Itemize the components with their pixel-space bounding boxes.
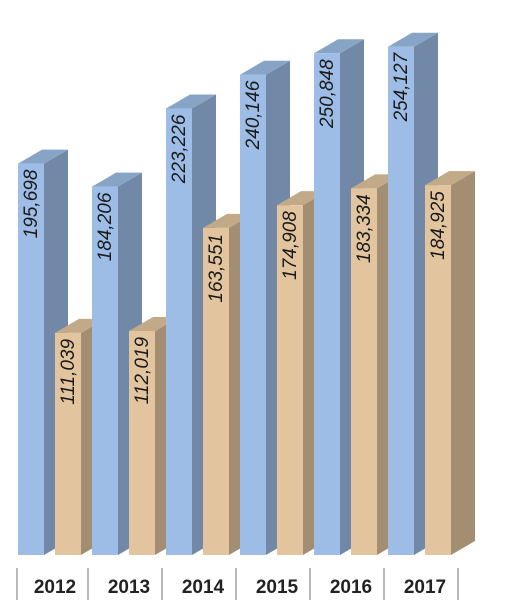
bar-series1-2015-top bbox=[240, 60, 290, 75]
x-tick-label-2017: 2017 bbox=[404, 577, 446, 598]
bar-series2-2013-front bbox=[129, 330, 155, 555]
x-tick-label-2013: 2013 bbox=[108, 577, 150, 598]
data-label-series2-2014: 163,551 bbox=[206, 234, 227, 303]
data-label-series1-2012: 195,698 bbox=[21, 169, 42, 238]
bar-series2-2017 bbox=[425, 171, 475, 555]
bar-series1-2012-front bbox=[18, 163, 44, 555]
bar-series2-2015-front bbox=[277, 205, 303, 555]
data-label-series2-2015: 174,908 bbox=[280, 211, 301, 280]
bar-series1-2013-front bbox=[92, 186, 118, 555]
data-label-series1-2016: 250,848 bbox=[317, 59, 338, 129]
data-label-series2-2017: 184,925 bbox=[428, 191, 449, 260]
x-tick-label-2014: 2014 bbox=[182, 577, 225, 598]
bar-series2-2017-side bbox=[451, 171, 475, 555]
data-label-series1-2014: 223,226 bbox=[169, 114, 190, 184]
bar-series1-2017-top bbox=[388, 32, 438, 47]
data-label-series2-2013: 112,019 bbox=[132, 337, 153, 405]
data-label-series1-2015: 240,146 bbox=[243, 80, 264, 150]
x-tick-label-2016: 2016 bbox=[330, 577, 372, 598]
data-label-series2-2012: 111,039 bbox=[58, 339, 79, 405]
bar-series2-2014-front bbox=[203, 227, 229, 555]
bar-series1-2016-front bbox=[314, 53, 340, 555]
bar-series1-2014-front bbox=[166, 108, 192, 555]
bar-series1-2016-top bbox=[314, 39, 364, 54]
x-tick-label-2012: 2012 bbox=[34, 577, 76, 598]
bar-series1-2015-front bbox=[240, 74, 266, 555]
bar-series2-2016-front bbox=[351, 188, 377, 555]
data-label-series1-2013: 184,206 bbox=[95, 192, 116, 261]
bar-series1-2013-top bbox=[92, 172, 142, 187]
bar-series1-2015 bbox=[240, 60, 290, 555]
bar-series1-2017-front bbox=[388, 46, 414, 555]
bar-series1-2012-top bbox=[18, 149, 68, 164]
bar-series2-2017-top bbox=[425, 171, 475, 186]
bar-series2-2017-front bbox=[425, 185, 451, 555]
bar-series1-2014-top bbox=[166, 94, 216, 109]
data-label-series1-2017: 254,127 bbox=[391, 51, 412, 122]
x-tick-label-2015: 2015 bbox=[256, 577, 299, 598]
bar-series2-2012-front bbox=[55, 332, 81, 555]
data-label-series2-2016: 183,334 bbox=[354, 194, 375, 263]
